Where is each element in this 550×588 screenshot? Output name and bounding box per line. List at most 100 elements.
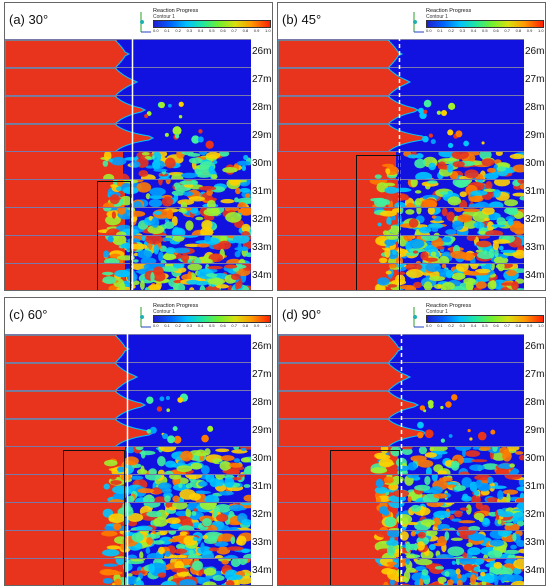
flame-blob <box>236 160 251 166</box>
reaction-contour <box>278 152 524 179</box>
flame-blob <box>377 277 390 286</box>
flame-blob <box>202 581 217 585</box>
flame-blob <box>512 516 519 525</box>
flame-blob <box>457 526 472 530</box>
flame-blob <box>239 187 251 193</box>
flame-blob <box>426 503 444 508</box>
flame-blob <box>497 264 505 272</box>
flame-blob <box>184 243 201 248</box>
flame-blob <box>243 553 251 558</box>
flame-blob <box>205 475 215 483</box>
flame-blob <box>497 508 504 514</box>
flame-blob <box>190 208 199 214</box>
flame-blob <box>199 285 206 290</box>
flame-blob <box>161 580 177 585</box>
flame-blob <box>375 496 381 502</box>
flame-blob <box>437 536 448 547</box>
flame-blob <box>236 535 247 546</box>
frame-row: 29ms <box>278 123 545 151</box>
frame-time-label: 30ms <box>252 158 272 169</box>
reaction-field <box>278 179 524 207</box>
frame-row: 28ms <box>5 95 272 123</box>
flame-blob <box>408 218 419 228</box>
flame-blob <box>445 229 457 235</box>
reaction-field <box>278 390 524 418</box>
flame-blob <box>102 276 117 285</box>
flame-blob <box>153 266 164 276</box>
flame-blob <box>141 236 146 242</box>
flame-blob <box>168 506 177 511</box>
frame-row: 32ms <box>278 207 545 235</box>
flame-blob <box>114 578 122 585</box>
flame-jet <box>5 391 147 418</box>
colorbar-tick-label: 0.3 <box>186 28 193 33</box>
flame-blob <box>440 405 444 410</box>
flame-blob <box>224 264 238 269</box>
flame-blob <box>146 537 153 545</box>
flame-blob <box>178 571 191 577</box>
flame-blob <box>383 476 394 484</box>
frame-row: 30ms <box>278 446 545 474</box>
flame-blob <box>470 459 488 463</box>
reaction-contour <box>278 447 524 474</box>
flame-blob <box>419 578 424 585</box>
flame-blob <box>417 431 424 439</box>
flame-blob <box>511 281 519 290</box>
flame-blob <box>158 101 165 109</box>
reaction-field <box>278 95 524 123</box>
flame-blob <box>412 250 419 254</box>
colorbar-tick-label: 0.3 <box>459 28 466 33</box>
frame-time-label: 32ms <box>525 509 545 520</box>
flame-blob <box>420 199 437 207</box>
flame-blob <box>469 264 479 270</box>
flame-blob <box>499 447 509 455</box>
reaction-contour <box>278 559 524 585</box>
flame-blob <box>424 452 437 458</box>
reaction-field <box>5 390 251 418</box>
flame-blob <box>150 272 155 283</box>
reaction-contour <box>278 264 524 290</box>
colorbar-tick-label: 0.4 <box>197 323 204 328</box>
reaction-contour <box>5 96 184 123</box>
flame-blob <box>445 401 452 408</box>
panel-label: (a) 30° <box>9 12 49 27</box>
flame-blob <box>512 532 517 542</box>
reaction-field <box>5 151 251 179</box>
flame-blob <box>463 277 476 285</box>
flame-blob <box>156 406 163 412</box>
injector-marker-line <box>400 332 403 585</box>
flame-blob <box>173 435 182 444</box>
flame-blob <box>388 225 401 234</box>
frame-time-label: 33ms <box>525 537 545 548</box>
frame-row: 34ms <box>278 558 545 585</box>
reaction-contour <box>5 208 251 235</box>
frame-row: 27ms <box>278 67 545 95</box>
flame-blob <box>472 447 481 450</box>
flame-blob <box>153 496 167 502</box>
reaction-contour <box>278 236 524 263</box>
flame-blob <box>509 463 515 468</box>
flame-blob <box>135 447 144 451</box>
flame-blob <box>425 522 432 528</box>
flame-blob <box>421 569 429 576</box>
flame-blob <box>452 220 464 231</box>
flame-blob <box>216 546 231 555</box>
flame-blob <box>133 252 139 257</box>
reaction-field <box>278 39 524 67</box>
flame-blob <box>447 484 456 488</box>
flame-blob <box>243 484 251 488</box>
flame-blob <box>230 273 241 281</box>
flame-blob <box>172 247 191 254</box>
colorbar-tick-label: 0.3 <box>186 323 193 328</box>
flame-blob <box>220 198 235 204</box>
flame-blob <box>465 504 472 515</box>
flame-blob <box>104 459 118 467</box>
frame-row: 26ms <box>278 334 545 362</box>
frame-row: 33ms <box>278 530 545 558</box>
reaction-field <box>5 95 251 123</box>
flame-blob <box>200 226 214 235</box>
flame-blob <box>234 281 240 290</box>
flame-blob <box>178 579 197 585</box>
reaction-contour <box>278 335 404 362</box>
flame-blob <box>178 525 195 530</box>
